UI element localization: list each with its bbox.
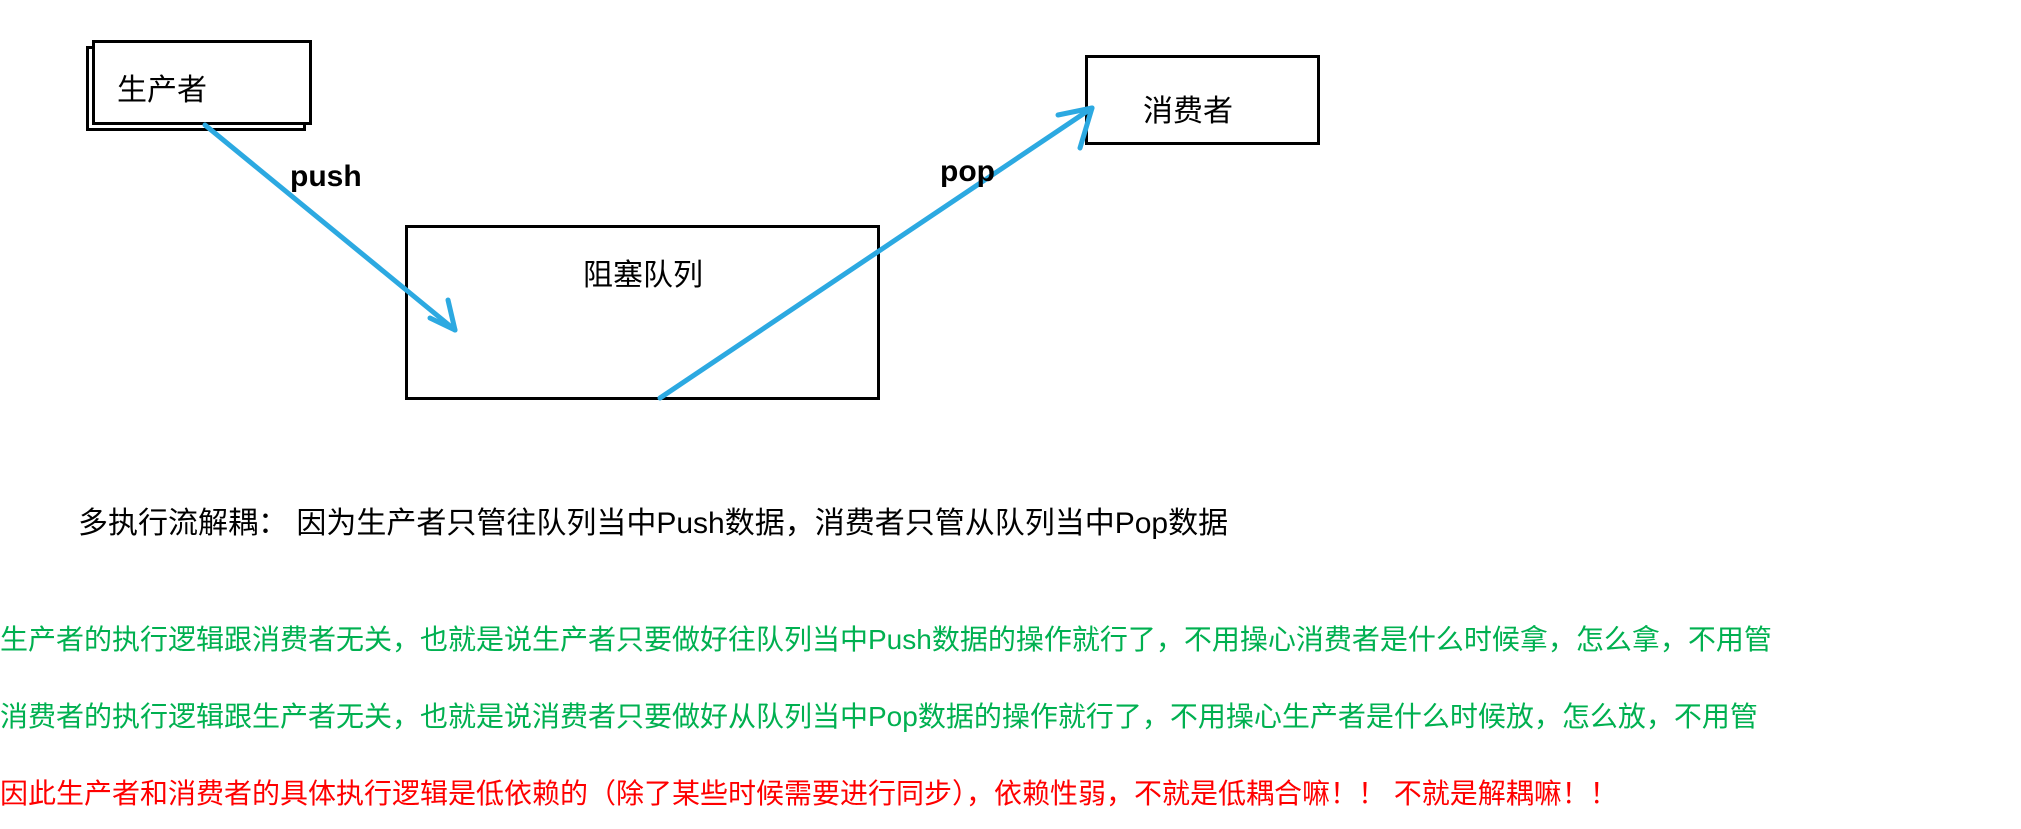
desc-line-3: 消费者的执行逻辑跟生产者无关，也就是说消费者只要做好从队列当中Pop数据的操作就… [0,695,1758,735]
queue-box: 阻塞队列 [405,225,880,400]
consumer-label: 消费者 [1143,86,1233,130]
pop-label: pop [940,155,995,189]
desc-line-1: 多执行流解耦： 因为生产者只管往队列当中Push数据，消费者只管从队列当中Pop… [78,498,1228,542]
desc-line-2: 生产者的执行逻辑跟消费者无关，也就是说生产者只要做好往队列当中Push数据的操作… [0,618,1772,658]
producer-box: 生产者 [92,40,312,125]
push-label: push [290,160,362,194]
consumer-box: 消费者 [1085,55,1320,145]
producer-label: 生产者 [117,65,207,109]
queue-label: 阻塞队列 [583,250,703,294]
desc-line-4: 因此生产者和消费者的具体执行逻辑是低依赖的（除了某些时候需要进行同步），依赖性弱… [0,772,1618,812]
diagram-canvas: 生产者 阻塞队列 消费者 push pop 多执行流解耦： 因为生产者只管往队列… [0,0,2021,829]
